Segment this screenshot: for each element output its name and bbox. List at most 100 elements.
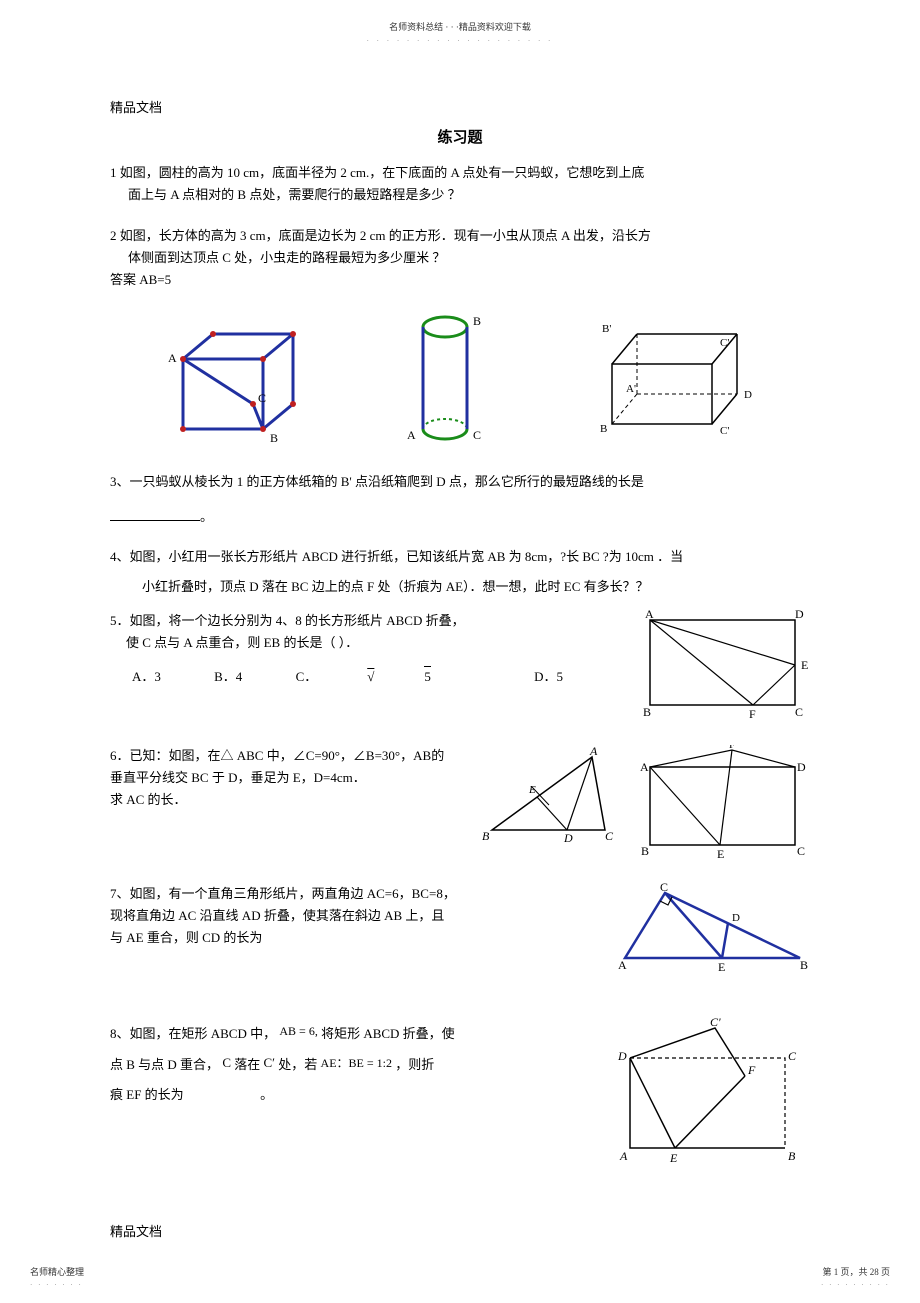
svg-text:C: C — [788, 1049, 797, 1063]
p8-l2-p2: 处，若 — [278, 1057, 317, 1072]
header-top-text: 名师资料总结 · · ·精品资料欢迎下载 — [110, 20, 810, 34]
p8-l2-pre: 点 B 与点 D 重合， — [110, 1057, 219, 1072]
svg-text:A: A — [589, 745, 598, 758]
figure-cuboid-prime: B' C' A' D B C' — [592, 314, 762, 444]
svg-text:E: E — [669, 1151, 678, 1165]
svg-text:C: C — [797, 844, 805, 858]
svg-text:B: B — [800, 958, 808, 972]
problem-3: 3、一只蚂蚁从棱长为 1 的正方体纸箱的 B' 点沿纸箱爬到 D 点，那么它所行… — [110, 471, 810, 493]
p8-l1-pre: 8、如图，在矩形 ABCD 中， — [110, 1026, 276, 1041]
problem-6-block: 6．已知：如图，在△ ABC 中，∠C=90°，∠B=30°，AB的 垂直平分线… — [110, 745, 810, 865]
svg-text:B: B — [473, 314, 481, 328]
svg-text:B: B — [788, 1149, 796, 1163]
svg-text:B: B — [643, 705, 651, 719]
svg-text:F: F — [749, 707, 756, 720]
svg-text:A: A — [168, 351, 177, 365]
choice-c-rad: 5 — [424, 666, 431, 688]
p8-l1-post: 将矩形 ABCD 折叠，使 — [321, 1026, 455, 1041]
header-dots: · · · · · · · · · · · · · · · · · · · — [110, 36, 810, 47]
figure-p8-fold: C' D F C A E B — [610, 1018, 810, 1168]
doc-label-bottom: 精品文档 — [110, 1222, 810, 1243]
p8-l2-cp: C′ — [264, 1055, 276, 1070]
footer-left-dots: · · · · · · · — [30, 1280, 84, 1291]
footer-right: 第 1 页，共 28 页 · · · · · · · · · — [821, 1265, 890, 1291]
svg-text:D: D — [732, 912, 740, 924]
svg-text:B: B — [270, 431, 278, 444]
p1-line1: 1 如图，圆柱的高为 10 cm，底面半径为 2 cm.，在下底面的 A 点处有… — [110, 162, 810, 184]
figure-cylinder: B C A — [395, 309, 495, 449]
p3-suffix: 。 — [200, 509, 213, 524]
p8-l1-mid: AB = 6, — [279, 1024, 317, 1038]
footer-left: 名师精心整理 · · · · · · · — [30, 1265, 84, 1291]
svg-text:A: A — [640, 760, 649, 774]
figure-p6-fold-rect: F A D B E C — [635, 745, 810, 865]
figure-cube-ac: A C B — [158, 314, 298, 444]
p1-line2: 面上与 A 点相对的 B 点处，需要爬行的最短路程是多少 ？ — [110, 184, 810, 206]
svg-text:D: D — [617, 1049, 627, 1063]
svg-text:E: E — [801, 658, 808, 672]
problem-5-block: 5．如图，将一个边长分别为 4、8 的长方形纸片 ABCD 折叠， 使 C 点与… — [110, 610, 810, 727]
problem-8: 8、如图，在矩形 ABCD 中， AB = 6, 将矩形 ABCD 折叠，使 点… — [110, 1018, 596, 1111]
p8-l2-c: C — [222, 1055, 231, 1070]
p8-line3: 痕 EF 的长为 。 — [110, 1080, 596, 1110]
page-footer: 名师精心整理 · · · · · · · 第 1 页，共 28 页 · · · … — [0, 1265, 920, 1291]
svg-text:A': A' — [626, 383, 636, 395]
footer-right-text: 第 1 页，共 28 页 — [822, 1267, 890, 1277]
p5-line2: 使 C 点与 A 点重合，则 EB 的长是（ ）． — [110, 632, 621, 654]
svg-text:A: A — [618, 958, 627, 972]
figures-row-1: A C B B C A B' C' A' D B C' — [110, 309, 810, 449]
svg-text:D: D — [563, 831, 573, 845]
svg-text:E: E — [718, 960, 725, 973]
problem-7: 7、如图，有一个直角三角形纸片，两直角边 AC=6，BC=8， 现将直角边 AC… — [110, 883, 596, 949]
svg-text:B: B — [600, 423, 607, 435]
svg-text:C': C' — [720, 425, 729, 437]
page-title: 练习题 — [110, 126, 810, 150]
problem-5: 5．如图，将一个边长分别为 4、8 的长方形纸片 ABCD 折叠， 使 C 点与… — [110, 610, 621, 654]
figure-p7-triangle: C D A E B — [610, 883, 810, 973]
p8-line2: 点 B 与点 D 重合， C 落在 C′ 处，若 AE：BE = 1:2 ，则折 — [110, 1048, 596, 1080]
p6-line2: 垂直平分线交 BC 于 D，垂足为 E，D=4cm． — [110, 767, 463, 789]
p2-line1: 2 如图，长方体的高为 3 cm，底面是边长为 2 cm 的正方形．现有一小虫从… — [110, 225, 810, 247]
svg-text:A: A — [407, 428, 416, 442]
svg-text:A: A — [619, 1149, 628, 1163]
svg-text:C: C — [660, 883, 668, 894]
p3-text: 3、一只蚂蚁从棱长为 1 的正方体纸箱的 B' 点沿纸箱爬到 D 点，那么它所行… — [110, 474, 644, 489]
p7-line2: 现将直角边 AC 沿直线 AD 折叠，使其落在斜边 AB 上，且 — [110, 905, 596, 927]
problem-4: 4、如图，小红用一张长方形纸片 ABCD 进行折纸，已知该纸片宽 AB 为 8c… — [110, 546, 810, 598]
svg-text:C: C — [605, 829, 614, 843]
svg-text:C: C — [795, 705, 803, 719]
problem-1: 1 如图，圆柱的高为 10 cm，底面半径为 2 cm.，在下底面的 A 点处有… — [110, 162, 810, 206]
svg-text:F: F — [747, 1063, 756, 1077]
choice-c-pre: C． — [296, 667, 318, 688]
svg-text:B': B' — [602, 323, 611, 335]
figure-p6-triangle: A B D C E — [477, 745, 617, 845]
svg-text:A: A — [645, 610, 654, 621]
p8-l3-pre: 痕 EF 的长为 — [110, 1087, 184, 1102]
svg-text:D: D — [744, 389, 752, 401]
figure-p5-rect: A D E B F C — [635, 610, 810, 720]
p4-line2: 小红折叠时，顶点 D 落在 BC 边上的点 F 处（折痕为 AE）．想一想，此时… — [110, 576, 810, 598]
p8-l2-ratio: AE：BE = 1:2 — [321, 1056, 392, 1070]
problem-7-block: 7、如图，有一个直角三角形纸片，两直角边 AC=6，BC=8， 现将直角边 AC… — [110, 883, 810, 980]
p8-l2-p1: 落在 — [234, 1057, 260, 1072]
p5-choices: A．3 B．4 C．√5 D．5 — [110, 666, 621, 688]
svg-text:E: E — [528, 784, 536, 796]
svg-text:C: C — [258, 391, 266, 405]
p6-line1: 6．已知：如图，在△ ABC 中，∠C=90°，∠B=30°，AB的 — [110, 745, 463, 767]
p2-line2: 体侧面到达顶点 C 处，小虫走的路程最短为多少厘米 ？ — [110, 247, 810, 269]
choice-b: B．4 — [214, 667, 242, 688]
p4-line1: 4、如图，小红用一张长方形纸片 ABCD 进行折纸，已知该纸片宽 AB 为 8c… — [110, 546, 810, 568]
svg-text:B: B — [641, 844, 649, 858]
choice-d: D．5 — [534, 667, 563, 688]
svg-text:D: D — [797, 760, 806, 774]
choice-a: A．3 — [132, 667, 161, 688]
blank-underline — [110, 520, 200, 521]
p8-l2-end: ，则折 — [395, 1057, 434, 1072]
p7-line1: 7、如图，有一个直角三角形纸片，两直角边 AC=6，BC=8， — [110, 883, 596, 905]
svg-text:C: C — [473, 428, 481, 442]
problem-8-block: 8、如图，在矩形 ABCD 中， AB = 6, 将矩形 ABCD 折叠，使 点… — [110, 1018, 810, 1175]
doc-label-top: 精品文档 — [110, 98, 810, 119]
problem-2: 2 如图，长方体的高为 3 cm，底面是边长为 2 cm 的正方形．现有一小虫从… — [110, 225, 810, 291]
footer-right-dots: · · · · · · · · · — [821, 1280, 890, 1291]
p5-line1: 5．如图，将一个边长分别为 4、8 的长方形纸片 ABCD 折叠， — [110, 610, 621, 632]
